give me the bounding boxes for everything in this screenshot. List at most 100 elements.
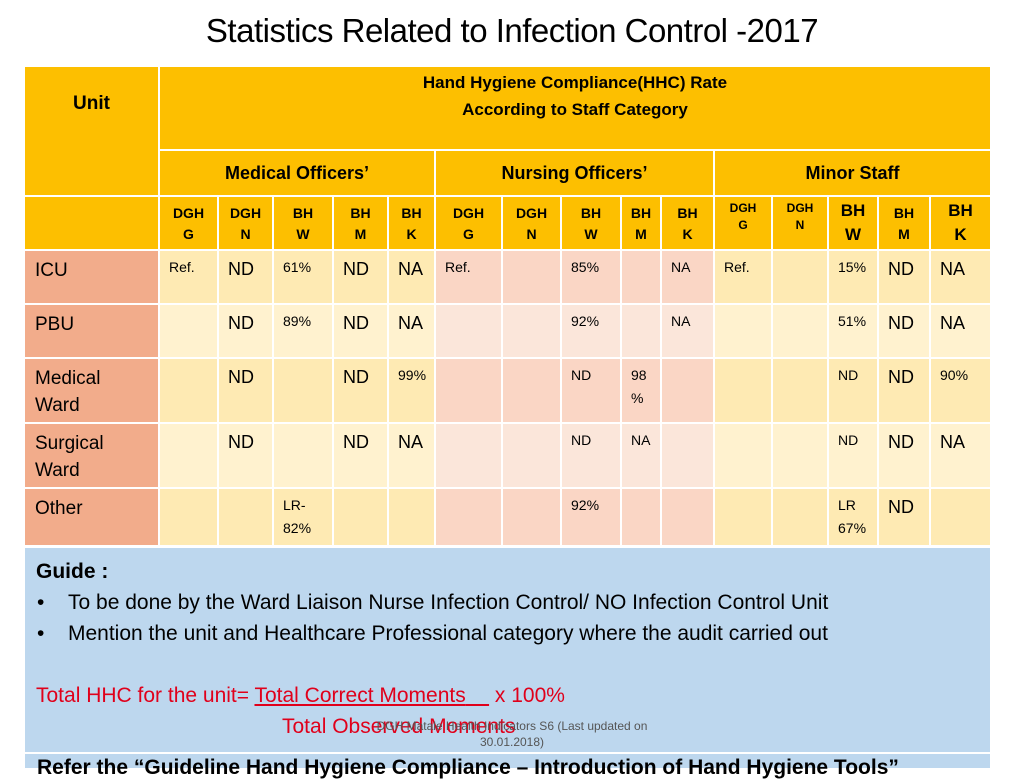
unit-name-line: Surgical xyxy=(35,433,104,454)
table-cell: ND xyxy=(219,305,272,357)
table-cell xyxy=(773,305,827,357)
cell-value: ND xyxy=(343,313,369,333)
unit-subheader-blank xyxy=(25,197,158,249)
row-unit-label: PBU xyxy=(25,305,158,357)
cell-value: NA xyxy=(398,313,424,333)
unit-header-label: Unit xyxy=(73,93,110,114)
table-cell: LR- 82% xyxy=(274,489,332,545)
facility-subheader: DGH N xyxy=(503,197,560,249)
cell-value: 61% xyxy=(283,259,312,275)
cell-value: Ref. xyxy=(724,259,750,275)
facility-code-line: K xyxy=(406,226,417,242)
staff-group-label: Nursing Officers’ xyxy=(501,162,648,183)
table-cell xyxy=(436,489,501,545)
cell-value: NA xyxy=(398,259,424,279)
cell-value: ND xyxy=(343,367,369,387)
staff-group-label: Medical Officers’ xyxy=(224,162,370,183)
table-cell: ND xyxy=(334,305,387,357)
facility-code-line: BH xyxy=(401,205,422,221)
facility-code-line: W xyxy=(844,225,862,244)
table-cell: ND xyxy=(879,489,929,545)
table-cell xyxy=(622,489,660,545)
facility-code-line: BH xyxy=(677,205,698,221)
cell-value: ND xyxy=(343,259,369,279)
table-cell xyxy=(622,251,660,303)
table-cell: NA xyxy=(931,305,990,357)
table-cell: ND xyxy=(879,359,929,422)
cell-value: ND xyxy=(228,432,254,452)
row-unit-label: Surgical Ward xyxy=(25,424,158,487)
facility-subheader: BH K xyxy=(931,197,990,249)
row-unit-label: Medical Ward xyxy=(25,359,158,422)
main-header-line: According to Staff Category xyxy=(462,100,688,119)
cell-value: NA xyxy=(671,259,691,275)
table-cell: ND xyxy=(829,359,877,422)
table-cell: ND xyxy=(879,424,929,487)
row-unit-label: ICU xyxy=(25,251,158,303)
staff-group-header: Minor Staff xyxy=(715,151,990,195)
cell-value: NA xyxy=(940,259,966,279)
table-cell: 92% xyxy=(562,305,620,357)
table-cell: NA xyxy=(662,305,713,357)
table-cell xyxy=(662,489,713,545)
table-cell: 99% xyxy=(389,359,434,422)
table-cell xyxy=(715,424,771,487)
cell-value: 85% xyxy=(571,259,600,275)
cell-value: ND xyxy=(838,432,859,448)
unit-name-line: ICU xyxy=(35,260,68,281)
staff-group-header: Medical Officers’ xyxy=(160,151,434,195)
facility-code-line: BH xyxy=(350,205,371,221)
staff-group-header: Nursing Officers’ xyxy=(436,151,713,195)
cell-value: 90% xyxy=(940,367,969,383)
unit-header: Unit xyxy=(25,67,158,195)
table-cell: ND xyxy=(219,424,272,487)
table-cell xyxy=(503,359,560,422)
cell-value: NA xyxy=(940,313,966,333)
table-cell: ND xyxy=(334,251,387,303)
facility-code-line: G xyxy=(738,218,748,232)
cell-value: 51% xyxy=(838,313,867,329)
unit-name-line: Medical xyxy=(35,368,101,389)
facility-code-line: BH xyxy=(580,205,602,221)
table-cell: NA xyxy=(622,424,660,487)
facility-code-line: DGH xyxy=(172,205,205,221)
table-cell: Ref. xyxy=(436,251,501,303)
unit-name-line: Ward xyxy=(35,460,80,481)
table-cell xyxy=(274,359,332,422)
table-cell: 61% xyxy=(274,251,332,303)
table-cell xyxy=(219,489,272,545)
facility-code-line: G xyxy=(183,226,194,242)
cell-value: 99% xyxy=(398,367,427,383)
facility-code-line: N xyxy=(795,218,805,232)
table-cell xyxy=(662,359,713,422)
table-cell xyxy=(503,305,560,357)
facility-code-line: BH xyxy=(292,205,314,221)
cell-value: 98 % xyxy=(631,367,647,406)
guide-panel: Guide : To be done by the Ward Liaison N… xyxy=(25,548,990,768)
table-cell xyxy=(436,424,501,487)
cell-value: ND xyxy=(571,432,592,448)
facility-subheader: DGH G xyxy=(160,197,217,249)
table-cell xyxy=(436,305,501,357)
cell-value: LR 67% xyxy=(838,497,867,536)
cell-value: NA xyxy=(671,313,691,329)
table-cell: ND xyxy=(879,305,929,357)
facility-code-line: DGH xyxy=(229,205,262,221)
unit-name-line: PBU xyxy=(35,314,75,335)
facility-subheader: BH W xyxy=(562,197,620,249)
cell-value: Ref. xyxy=(445,259,471,275)
facility-code-line: BH xyxy=(948,201,973,220)
table-cell xyxy=(503,251,560,303)
cell-value: ND xyxy=(228,313,254,333)
facility-code-line: M xyxy=(354,226,367,242)
formula-numerator: Total Correct Moments xyxy=(254,684,466,707)
facility-code-line: N xyxy=(240,226,251,242)
table-cell: ND xyxy=(879,251,929,303)
facility-code-line: W xyxy=(296,226,310,242)
formula-denominator: Total Observed Moments xyxy=(282,715,516,738)
table-cell: 85% xyxy=(562,251,620,303)
facility-code-line: DGH xyxy=(452,205,485,221)
cell-value: ND xyxy=(571,367,592,383)
facility-subheader: DGH N xyxy=(773,197,827,249)
table-cell xyxy=(773,359,827,422)
